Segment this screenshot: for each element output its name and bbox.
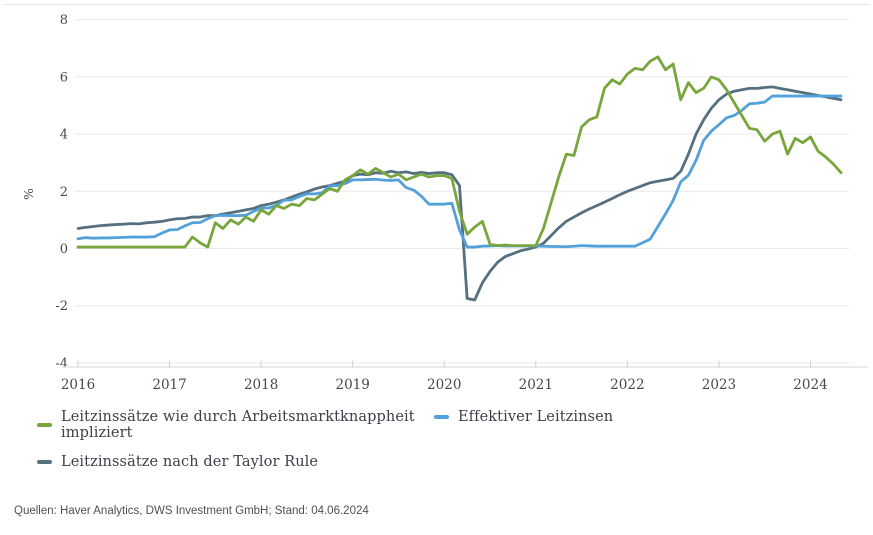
x-tick-label: 2019 [336, 377, 370, 393]
y-tick-label: 0 [60, 242, 68, 257]
y-tick-label: 8 [60, 13, 68, 28]
x-tick-label: 2020 [427, 377, 461, 393]
x-tick-label: 2022 [610, 377, 644, 393]
x-tick-label: 2018 [244, 377, 278, 393]
x-axis: 2016 2017 2018 2019 2020 2021 2022 2023 2024 [61, 360, 868, 393]
legend-label: Effektiver Leitzinsen [458, 409, 614, 425]
legend-item-labor-market-implied: Leitzinssätze wie durch Arbeitsmarktknap… [37, 409, 434, 441]
x-tick-label: 2016 [61, 377, 95, 393]
source-note: Quellen: Haver Analytics, DWS Investment… [14, 505, 369, 517]
x-tick-label: 2017 [152, 377, 186, 393]
legend-label: Leitzinssätze nach der Taylor Rule [61, 454, 319, 470]
y-axis-unit-label: % [21, 188, 36, 200]
legend: Leitzinssätze wie durch Arbeitsmarktknap… [4, 409, 869, 470]
green-line-swatch-icon [37, 423, 52, 427]
series-line-2 [76, 85, 843, 302]
y-tick-label: -2 [55, 299, 68, 314]
y-tick-label: 6 [60, 70, 68, 85]
x-tick-label: 2024 [793, 377, 827, 393]
series-lines [76, 55, 843, 302]
y-axis-labels: 8 6 4 2 0 -2 -4 [55, 13, 68, 371]
gridlines [75, 19, 849, 364]
legend-label: Leitzinssätze wie durch Arbeitsmarktknap… [61, 409, 415, 441]
blue-line-swatch-icon [434, 415, 449, 419]
series-line-0 [76, 55, 843, 249]
x-tick-label: 2023 [702, 377, 736, 393]
gray-line-swatch-icon [37, 460, 52, 464]
x-tick-label: 2021 [519, 377, 553, 393]
series-line-1 [76, 94, 843, 249]
y-tick-label: 4 [60, 128, 68, 143]
legend-item-taylor-rule: Leitzinssätze nach der Taylor Rule [37, 454, 318, 470]
interest-rate-chart-card: 8 6 4 2 0 -2 -4 2016 2017 2018 2019 2020 2021 2022 20… [4, 4, 869, 483]
y-tick-label: 2 [60, 185, 68, 200]
y-tick-label: -4 [55, 356, 68, 371]
legend-item-effective-rate: Effektiver Leitzinsen [434, 409, 613, 425]
